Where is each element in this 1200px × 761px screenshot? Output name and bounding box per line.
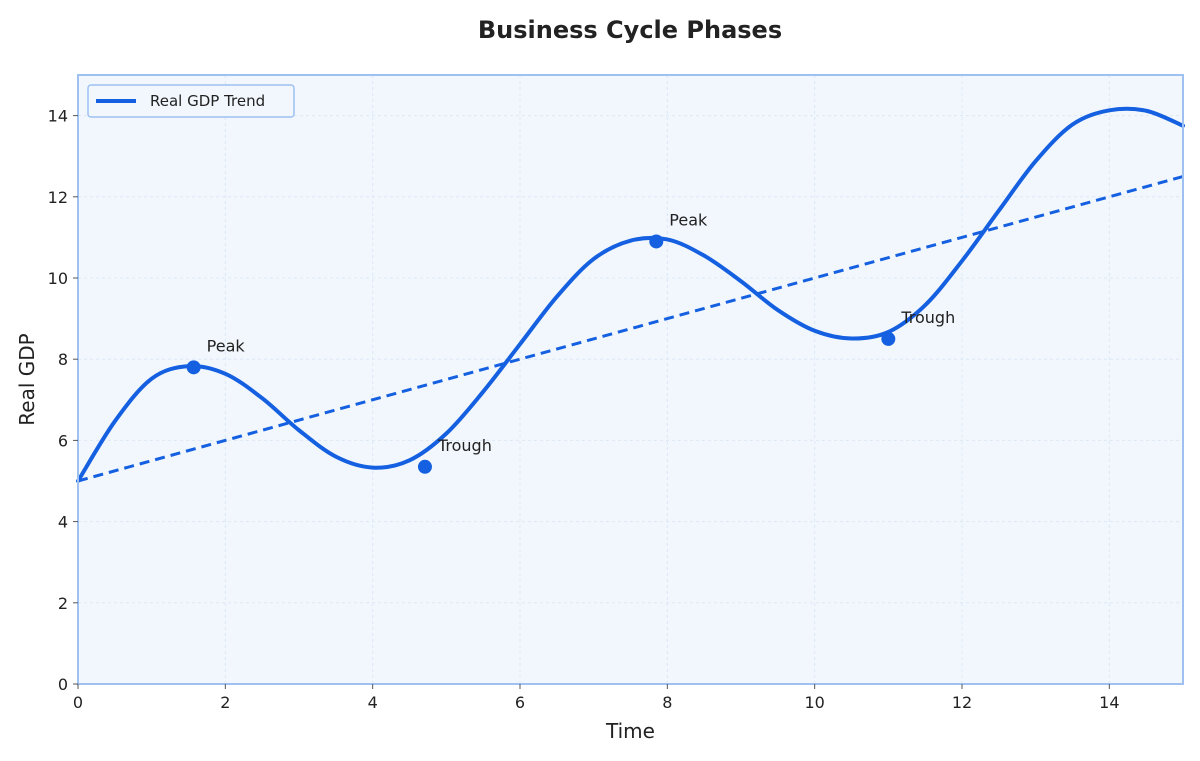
y-tick-label-7: 14 bbox=[48, 107, 68, 126]
x-tick-label-3: 6 bbox=[515, 693, 525, 712]
y-tick-label-6: 12 bbox=[48, 188, 68, 207]
series-line-gdp bbox=[76, 106, 1185, 483]
x-tick-label-4: 8 bbox=[662, 693, 672, 712]
legend-label: Real GDP Trend bbox=[150, 92, 265, 110]
x-tick-label-0: 0 bbox=[73, 693, 83, 712]
x-tick-label-6: 12 bbox=[952, 693, 972, 712]
y-axis-ticks: 0 2 4 6 8 10 12 14 bbox=[48, 107, 78, 694]
y-tick-label-4: 8 bbox=[58, 350, 68, 369]
x-tick-label-7: 14 bbox=[1099, 693, 1119, 712]
annotation-1: Trough bbox=[437, 436, 492, 455]
x-axis-label: Time bbox=[605, 719, 655, 743]
marker-point-2 bbox=[649, 234, 664, 249]
marker-point-1 bbox=[417, 459, 432, 474]
y-axis-label: Real GDP bbox=[15, 333, 39, 425]
legend-box bbox=[87, 84, 295, 118]
x-tick-label-1: 2 bbox=[220, 693, 230, 712]
marker-point-0 bbox=[186, 360, 201, 375]
grid bbox=[77, 75, 1183, 685]
annotation-2: Peak bbox=[669, 210, 708, 229]
chart-title: Business Cycle Phases bbox=[478, 16, 782, 44]
y-tick-label-2: 4 bbox=[58, 513, 68, 532]
x-tick-label-2: 4 bbox=[368, 693, 378, 712]
plot-area bbox=[78, 75, 1183, 684]
annotation-0: Peak bbox=[207, 336, 246, 355]
y-tick-label-5: 10 bbox=[48, 269, 68, 288]
y-tick-label-1: 2 bbox=[58, 594, 68, 613]
plot-frame bbox=[77, 74, 1184, 685]
marker-point-3 bbox=[881, 331, 896, 346]
legend: Real GDP Trend bbox=[87, 84, 295, 118]
series-layer bbox=[76, 106, 1185, 483]
y-tick-label-3: 6 bbox=[58, 431, 68, 450]
annotation-3: Trough bbox=[900, 308, 955, 327]
x-axis-ticks: 0 2 4 6 8 10 12 14 bbox=[73, 684, 1120, 712]
x-tick-label-5: 10 bbox=[804, 693, 824, 712]
y-tick-label-0: 0 bbox=[58, 675, 68, 694]
markers-layer: Peak Trough Peak Trough bbox=[186, 210, 955, 474]
